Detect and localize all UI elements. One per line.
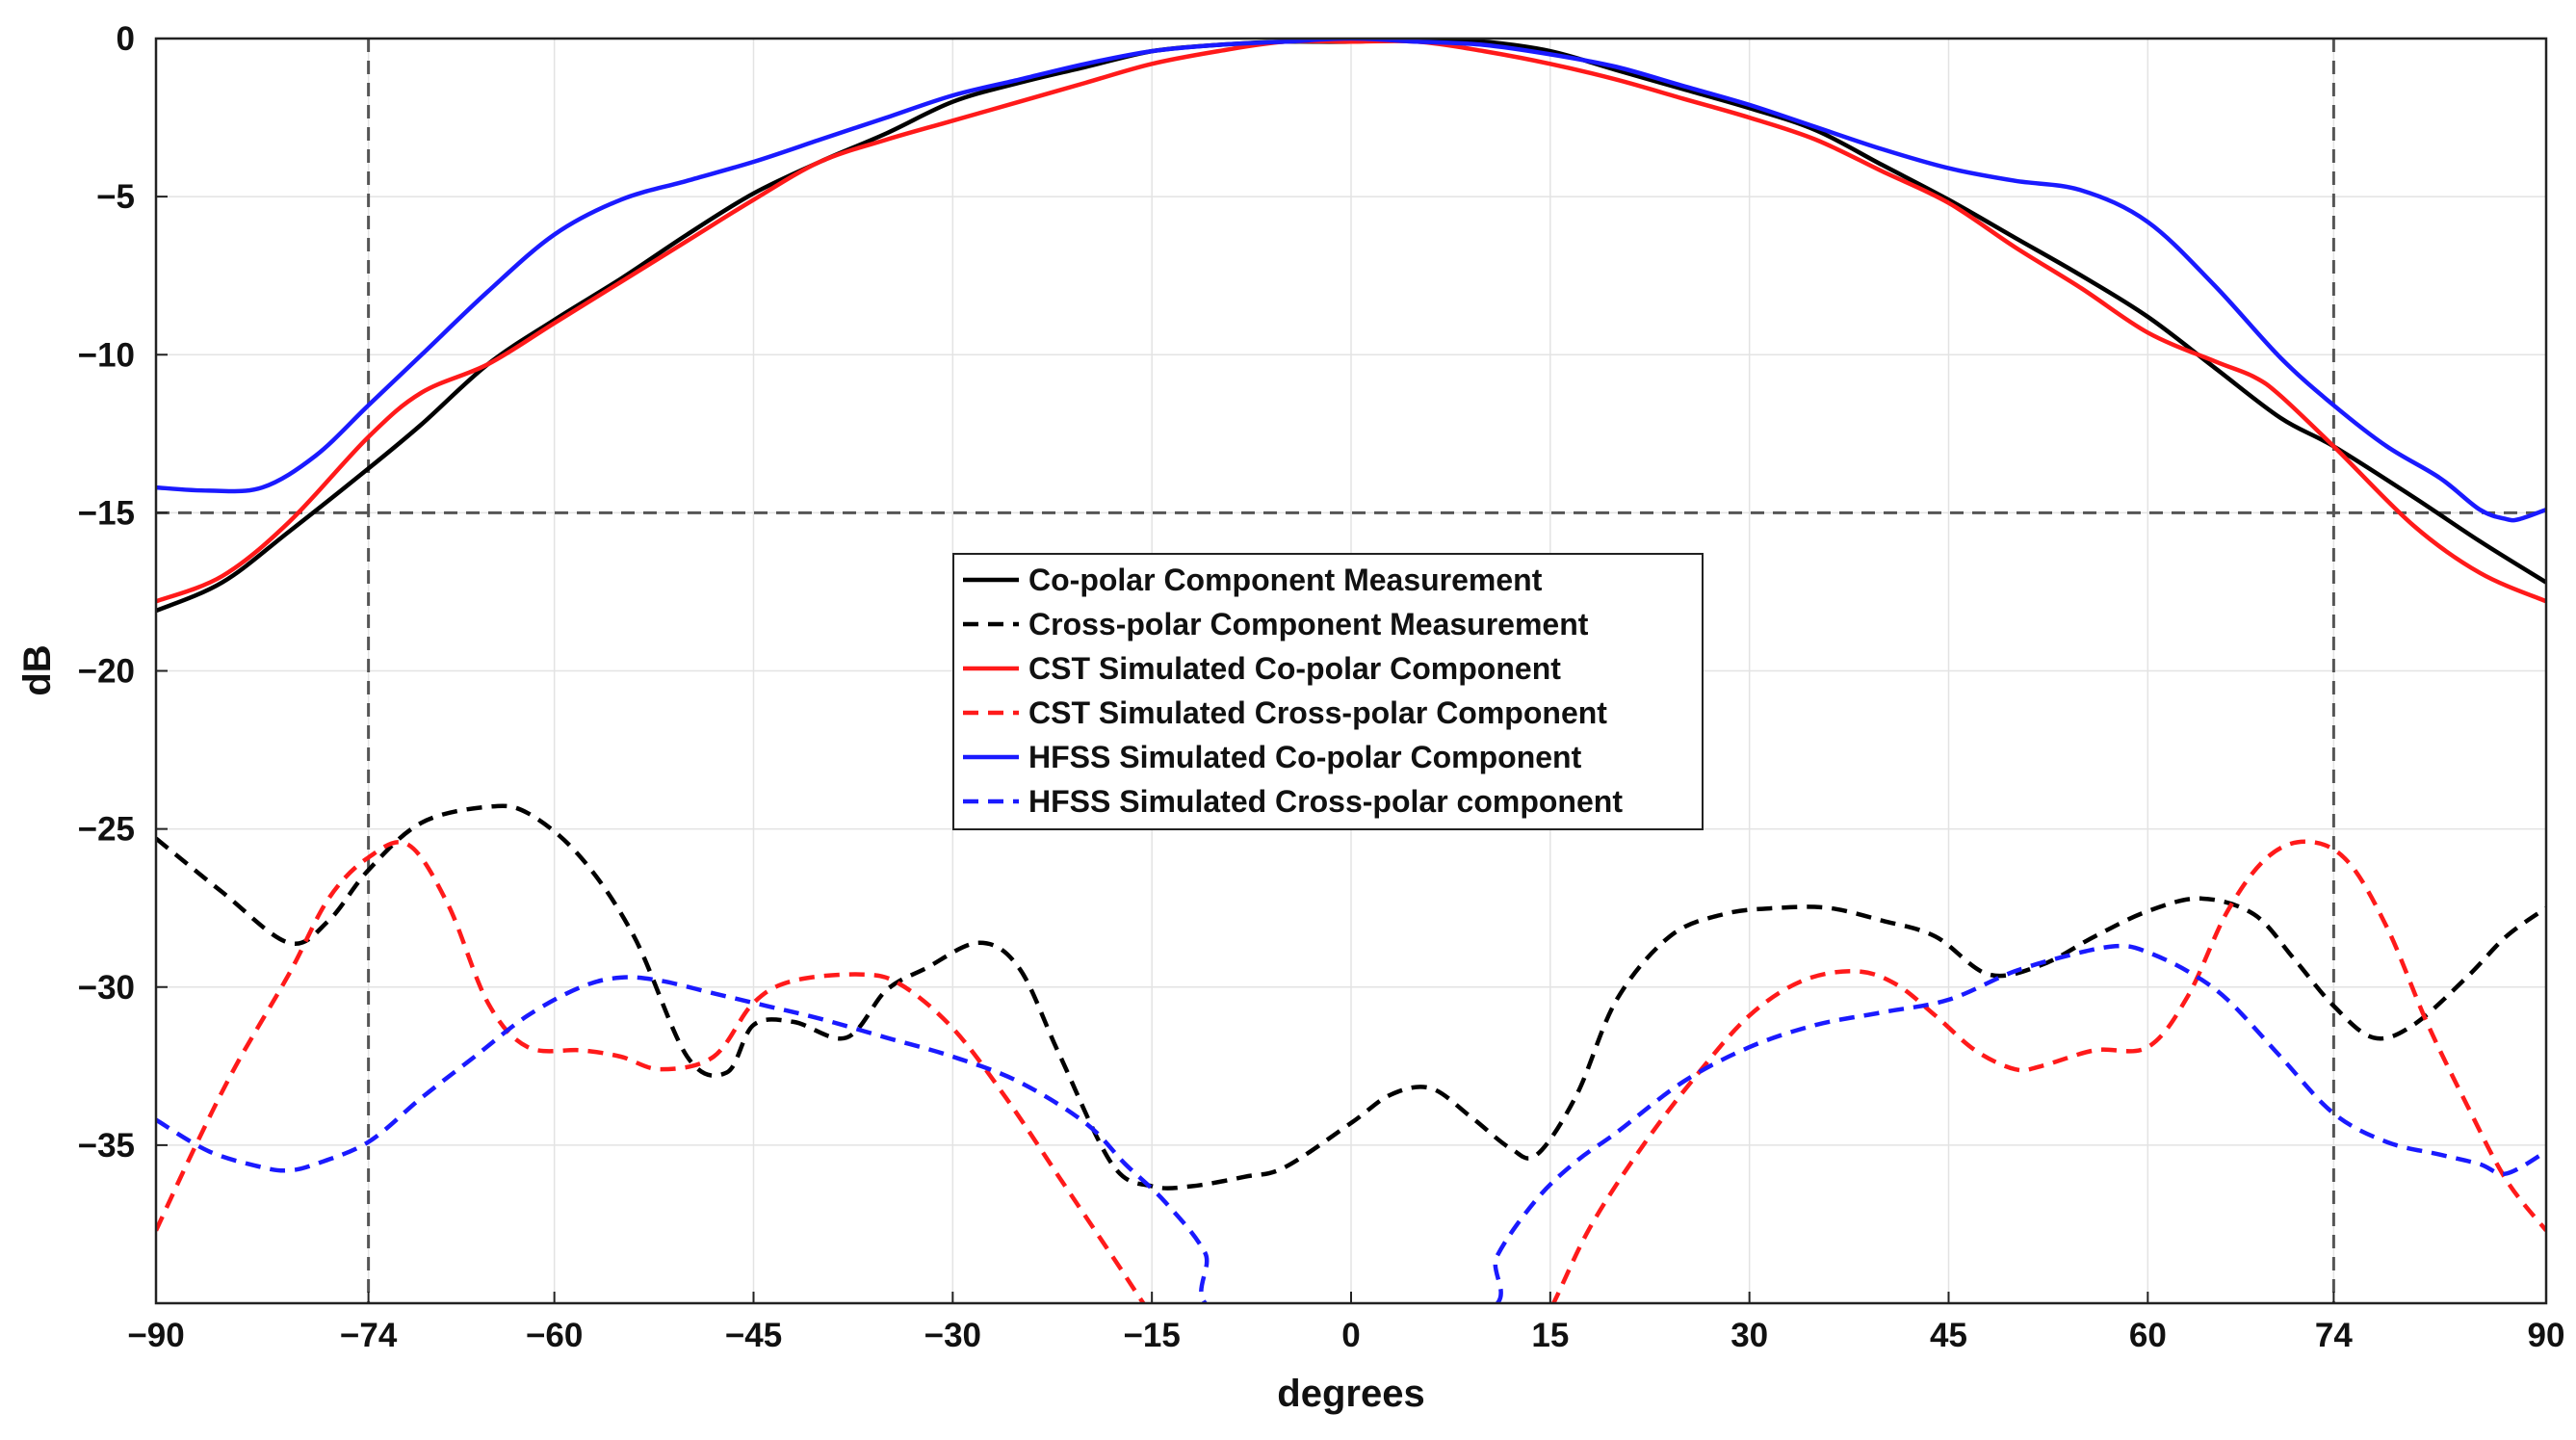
x-tick-label: −60 <box>526 1317 583 1354</box>
y-tick-label: −20 <box>78 653 135 691</box>
x-tick-label: −90 <box>127 1317 184 1354</box>
x-tick-label: 0 <box>1341 1317 1360 1354</box>
legend-label-3: CST Simulated Cross-polar Component <box>1028 695 1607 730</box>
x-tick-label: 90 <box>2528 1317 2565 1354</box>
x-axis-label: degrees <box>1277 1373 1424 1415</box>
y-tick-label: −10 <box>78 336 135 374</box>
y-tick-label: −5 <box>96 178 135 216</box>
x-tick-label: −45 <box>725 1317 782 1354</box>
y-tick-label: −35 <box>78 1127 135 1165</box>
series-line-1 <box>156 803 2546 1191</box>
reference-lines <box>156 39 2546 1303</box>
x-tick-label: −74 <box>340 1317 398 1354</box>
legend: Co-polar Component Measurement Cross-pola… <box>952 553 1704 830</box>
legend-label-4: HFSS Simulated Co-polar Component <box>1028 740 1582 774</box>
series-line-4 <box>156 39 2546 523</box>
y-tick-label: −15 <box>78 494 135 532</box>
x-axis-ticks: −90 −74 −60 −45 −30 −15 0 15 30 45 60 74 90 <box>127 1292 2564 1354</box>
series-line-3 <box>156 839 2546 1303</box>
x-tick-label: 30 <box>1730 1317 1768 1354</box>
series-line-2 <box>156 39 2546 604</box>
x-tick-label: 15 <box>1531 1317 1569 1354</box>
y-tick-label: −25 <box>78 811 135 849</box>
y-tick-label: 0 <box>117 20 135 58</box>
y-axis-ticks: 0 −5 −10 −15 −20 −25 −30 −35 <box>78 20 168 1165</box>
x-tick-label: 74 <box>2315 1317 2353 1354</box>
x-tick-label: 45 <box>1930 1317 1967 1354</box>
legend-label-0: Co-polar Component Measurement <box>1028 563 1543 597</box>
legend-label-1: Cross-polar Component Measurement <box>1028 607 1589 641</box>
legend-label-2: CST Simulated Co-polar Component <box>1028 651 1561 686</box>
legend-box <box>952 553 1704 830</box>
x-tick-label: 60 <box>2129 1317 2167 1354</box>
y-tick-label: −30 <box>78 969 135 1007</box>
x-tick-label: −15 <box>1123 1317 1180 1354</box>
y-axis-label: dB <box>16 644 59 695</box>
legend-label-5: HFSS Simulated Cross-polar component <box>1028 784 1623 819</box>
x-tick-label: −30 <box>924 1317 981 1354</box>
series-group <box>156 39 2546 1303</box>
